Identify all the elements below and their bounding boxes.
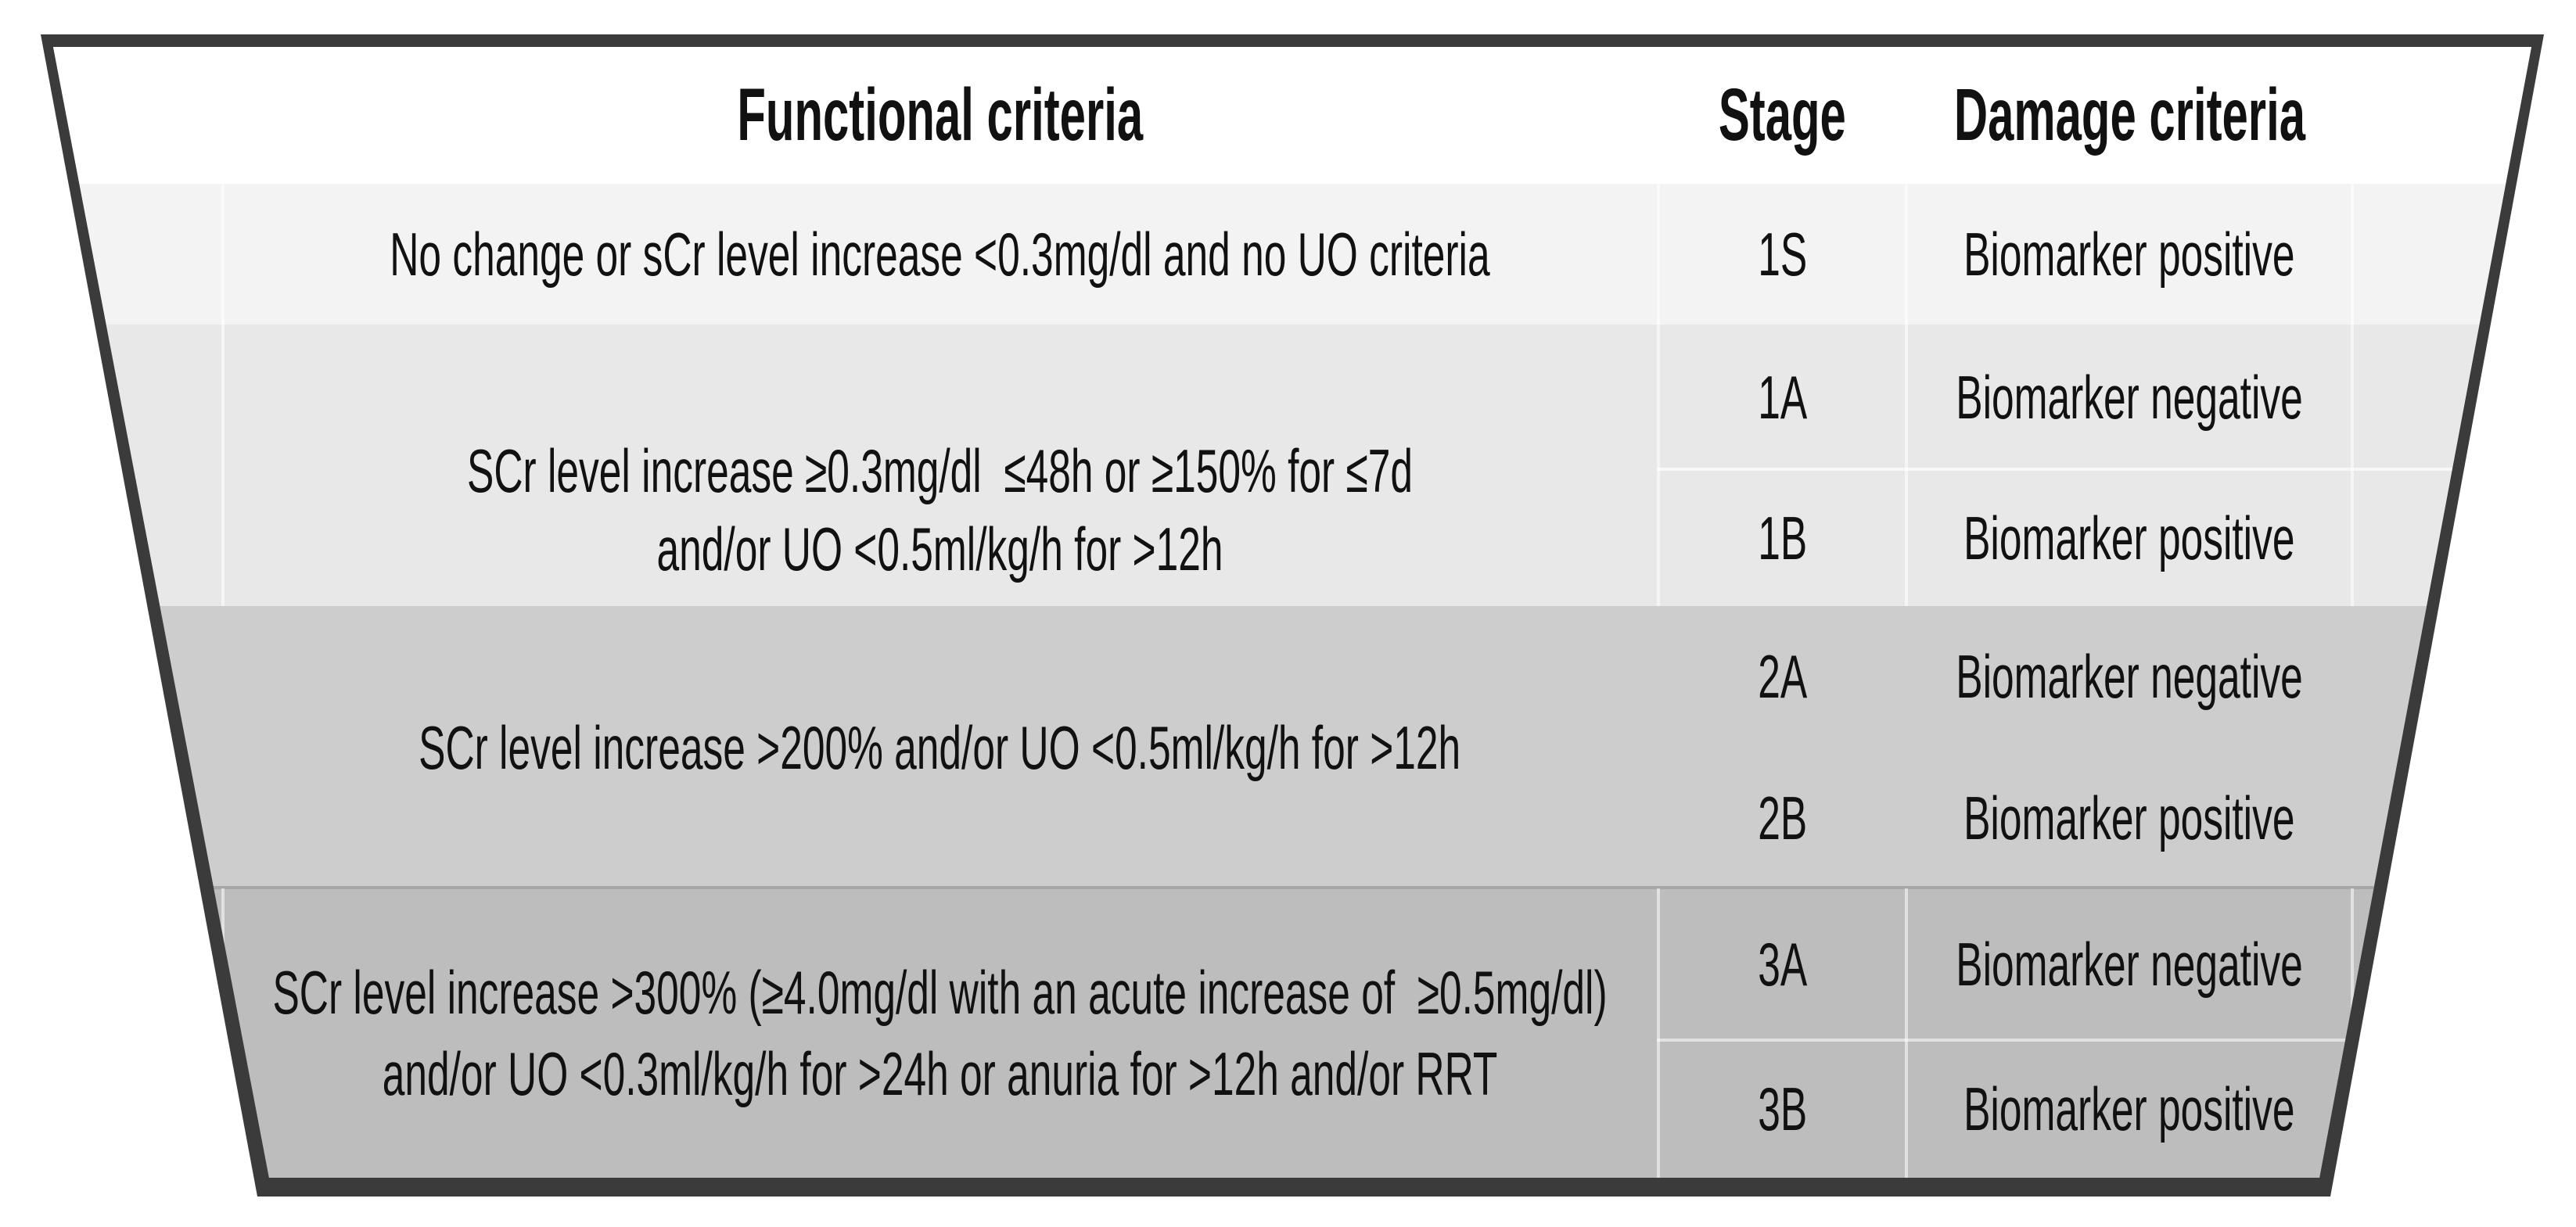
stage-label-3a: 3A [1758, 930, 1807, 999]
damage-label-1s: Biomarker positive [1963, 220, 2295, 289]
damage-cell-1b: Biomarker positive [1908, 469, 2351, 606]
functional-criteria-stage-3: SCr level increase >300% (≥4.0mg/dl with… [223, 888, 1657, 1178]
damage-label-2a: Biomarker negative [1956, 642, 2303, 711]
stage-cell-1s: 1S [1660, 184, 1905, 325]
damage-label-3b: Biomarker positive [1963, 1075, 2295, 1143]
column-divider-right-margin [2351, 184, 2354, 606]
functional-criteria-stage-2: SCr level increase >200% and/or UO <0.5m… [223, 606, 1657, 888]
functional-criteria-stage-1-line1: SCr level increase ≥0.3mg/dl ≤48h or ≥15… [467, 436, 1413, 505]
stage-cell-3b: 3B [1660, 1040, 1905, 1178]
damage-label-3a: Biomarker negative [1956, 930, 2303, 999]
band-stage-3 [53, 888, 2531, 1178]
header-band [53, 47, 2531, 184]
stage-label-1b: 1B [1758, 503, 1807, 572]
damage-cell-1s: Biomarker positive [1908, 184, 2351, 325]
stage-cell-1a: 1A [1660, 325, 1905, 469]
damage-cell-3a: Biomarker negative [1908, 888, 2351, 1040]
column-header-damage-label: Damage criteria [1953, 74, 2305, 156]
band-stage-1 [53, 325, 2531, 606]
column-header-stage-label: Stage [1719, 74, 1846, 156]
column-divider-stage-damage [1905, 888, 1908, 1178]
column-divider-stage-damage [1905, 184, 1908, 606]
damage-cell-2b: Biomarker positive [1908, 747, 2351, 888]
column-divider-functional-stage [1657, 888, 1660, 1178]
stage-label-1s: 1S [1758, 220, 1807, 289]
damage-cell-3b: Biomarker positive [1908, 1040, 2351, 1178]
functional-criteria-stage-1s: No change or sCr level increase <0.3mg/d… [223, 184, 1657, 325]
stage-cell-3a: 3A [1660, 888, 1905, 1040]
column-header-functional-label: Functional criteria [737, 74, 1143, 156]
damage-cell-1a: Biomarker negative [1908, 325, 2351, 469]
band-stage-2 [53, 606, 2531, 888]
column-header-functional: Functional criteria [223, 47, 1657, 184]
stage-label-1a: 1A [1758, 362, 1807, 432]
functional-criteria-stage-3-line1: SCr level increase >300% (≥4.0mg/dl with… [272, 958, 1608, 1027]
stage-cell-2a: 2A [1660, 606, 1905, 747]
stage-label-2b: 2B [1758, 783, 1807, 852]
column-header-stage: Stage [1660, 47, 1905, 184]
stage-cell-2b: 2B [1660, 747, 1905, 888]
functional-criteria-stage-3-lines: SCr level increase >300% (≥4.0mg/dl with… [53, 952, 1951, 1114]
divider-stage2-stage3 [53, 886, 2531, 889]
damage-label-2b: Biomarker positive [1963, 783, 2295, 852]
damage-label-1b: Biomarker positive [1963, 503, 2295, 572]
column-header-damage: Damage criteria [1908, 47, 2351, 184]
stage-label-3b: 3B [1758, 1075, 1807, 1143]
stage-cell-1b: 1B [1660, 469, 1905, 606]
stage-label-2a: 2A [1758, 642, 1807, 711]
band-stage-1s [53, 184, 2531, 325]
damage-cell-2a: Biomarker negative [1908, 606, 2351, 747]
column-divider-left-margin [221, 184, 225, 606]
functional-criteria-stage-1-line2: and/or UO <0.5ml/kg/h for >12h [656, 515, 1223, 583]
damage-label-1a: Biomarker negative [1956, 362, 2303, 432]
divider-1a-1b [1657, 468, 2531, 471]
functional-criteria-stage-2-text: SCr level increase >200% and/or UO <0.5m… [419, 712, 1461, 782]
divider-3a-3b [1657, 1039, 2531, 1042]
functional-criteria-stage-1: SCr level increase ≥0.3mg/dl ≤48h or ≥15… [223, 432, 1657, 588]
functional-criteria-stage-3-line2: and/or UO <0.3ml/kg/h for >24h or anuria… [382, 1039, 1498, 1108]
functional-criteria-stage-1s-text: No change or sCr level increase <0.3mg/d… [390, 220, 1490, 289]
column-divider-functional-stage [1657, 184, 1660, 606]
